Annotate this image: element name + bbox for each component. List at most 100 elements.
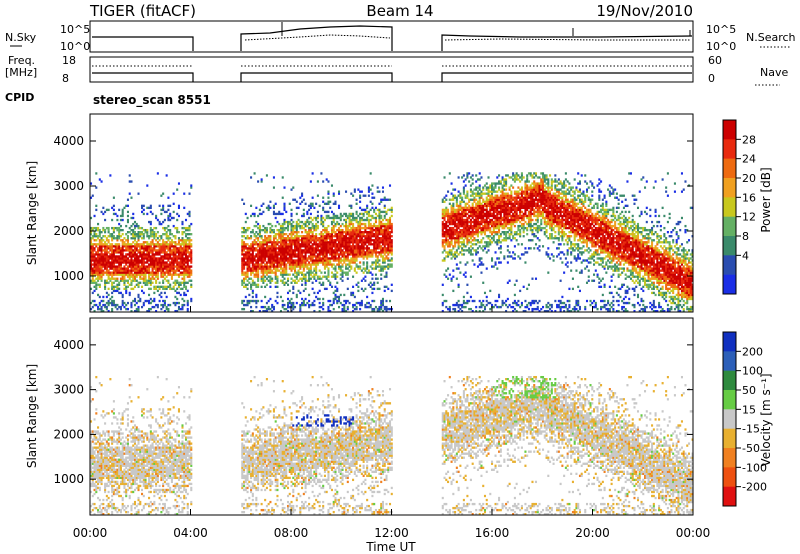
power-cell bbox=[387, 209, 389, 211]
power-cell bbox=[275, 259, 277, 261]
power-cell bbox=[273, 237, 275, 239]
power-cell bbox=[498, 201, 500, 203]
power-cell bbox=[111, 308, 113, 310]
power-cell bbox=[340, 217, 342, 219]
power-cell bbox=[139, 298, 141, 300]
power-cell bbox=[111, 251, 113, 253]
power-cell bbox=[310, 231, 312, 233]
power-cell bbox=[445, 199, 447, 201]
power-cell bbox=[334, 257, 336, 259]
power-cell bbox=[458, 223, 460, 225]
power-cell bbox=[345, 223, 347, 225]
power-cell bbox=[111, 284, 113, 286]
power-cell bbox=[454, 233, 456, 235]
power-cell bbox=[273, 243, 275, 245]
power-cell bbox=[458, 304, 460, 306]
power-cell bbox=[502, 219, 504, 221]
power-cell bbox=[292, 308, 294, 310]
power-cell bbox=[375, 245, 377, 247]
power-cell bbox=[456, 278, 458, 280]
power-cell bbox=[264, 235, 266, 237]
power-cell bbox=[150, 233, 152, 235]
power-cell bbox=[292, 229, 294, 231]
power-cell bbox=[243, 286, 245, 288]
power-cell bbox=[385, 249, 387, 251]
power-cell bbox=[150, 261, 152, 263]
power-cell bbox=[334, 215, 336, 217]
power-cell bbox=[146, 272, 148, 274]
power-cell bbox=[378, 211, 380, 213]
power-cell bbox=[359, 265, 361, 267]
power-cell bbox=[104, 235, 106, 237]
power-cell bbox=[477, 215, 479, 217]
power-cell bbox=[255, 231, 257, 233]
power-cell bbox=[356, 306, 358, 308]
power-cell bbox=[250, 306, 252, 308]
power-cell bbox=[125, 233, 127, 235]
power-cell bbox=[350, 265, 352, 267]
power-cell bbox=[150, 241, 152, 243]
power-cell bbox=[503, 211, 505, 213]
power-cell bbox=[345, 243, 347, 245]
power-cell bbox=[491, 259, 493, 261]
power-cell bbox=[266, 249, 268, 251]
power-cell bbox=[384, 223, 386, 225]
power-cell bbox=[389, 259, 391, 261]
power-cell bbox=[188, 253, 190, 255]
power-cell bbox=[190, 261, 192, 263]
power-cell bbox=[308, 251, 310, 253]
power-cell bbox=[475, 229, 477, 231]
power-cell bbox=[491, 225, 493, 227]
power-cell bbox=[118, 243, 120, 245]
power-cell bbox=[108, 209, 110, 211]
power-cell bbox=[141, 255, 143, 257]
power-cell bbox=[123, 302, 125, 304]
power-cell bbox=[495, 201, 497, 203]
power-cell bbox=[301, 225, 303, 227]
power-cell bbox=[116, 257, 118, 259]
power-cell bbox=[143, 265, 145, 267]
power-cell bbox=[315, 237, 317, 239]
power-cell bbox=[282, 233, 284, 235]
power-cell bbox=[480, 221, 482, 223]
power-cell bbox=[125, 249, 127, 251]
power-cell bbox=[292, 251, 294, 253]
power-cell bbox=[445, 231, 447, 233]
power-cell bbox=[176, 229, 178, 231]
power-cell bbox=[264, 237, 266, 239]
power-cell bbox=[167, 229, 169, 231]
power-cell bbox=[113, 209, 115, 211]
power-cell bbox=[247, 304, 249, 306]
power-cell bbox=[338, 253, 340, 255]
power-cell bbox=[317, 245, 319, 247]
power-cell bbox=[458, 209, 460, 211]
power-cell bbox=[139, 267, 141, 269]
power-cell bbox=[159, 205, 161, 207]
power-cell bbox=[92, 237, 94, 239]
power-cell bbox=[187, 308, 189, 310]
power-cell bbox=[327, 308, 329, 310]
power-cell bbox=[486, 219, 488, 221]
power-cell bbox=[97, 235, 99, 237]
power-cell bbox=[303, 215, 305, 217]
power-cell bbox=[317, 278, 319, 280]
power-cell bbox=[458, 205, 460, 207]
power-cell bbox=[122, 243, 124, 245]
power-cell bbox=[461, 217, 463, 219]
power-cell bbox=[319, 290, 321, 292]
power-cell bbox=[275, 241, 277, 243]
power-cell bbox=[475, 205, 477, 207]
power-cell bbox=[324, 272, 326, 274]
power-cell bbox=[129, 284, 131, 286]
power-cell bbox=[377, 255, 379, 257]
power-cell bbox=[466, 213, 468, 215]
power-cell bbox=[266, 278, 268, 280]
power-cell bbox=[459, 251, 461, 253]
power-cell bbox=[357, 249, 359, 251]
power-cell bbox=[118, 209, 120, 211]
power-cell bbox=[111, 263, 113, 265]
power-cell bbox=[153, 272, 155, 274]
power-cell bbox=[160, 267, 162, 269]
power-cell bbox=[350, 253, 352, 255]
power-cell bbox=[115, 245, 117, 247]
